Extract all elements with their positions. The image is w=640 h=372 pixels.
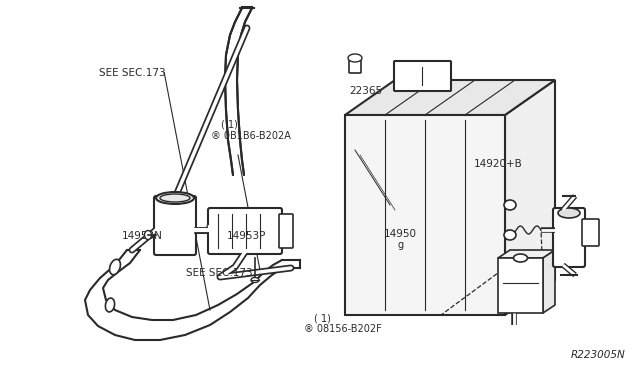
Ellipse shape xyxy=(145,231,152,240)
FancyBboxPatch shape xyxy=(208,208,282,254)
Polygon shape xyxy=(345,80,555,115)
Ellipse shape xyxy=(251,278,259,282)
FancyBboxPatch shape xyxy=(582,219,599,246)
FancyBboxPatch shape xyxy=(154,196,196,255)
Ellipse shape xyxy=(348,54,362,62)
Text: 14953P: 14953P xyxy=(227,231,267,241)
Text: 14920+B: 14920+B xyxy=(474,159,522,169)
Text: 14953N: 14953N xyxy=(122,231,163,241)
Ellipse shape xyxy=(513,254,527,262)
Ellipse shape xyxy=(558,208,580,218)
Text: ® 08156-B202F: ® 08156-B202F xyxy=(304,324,381,334)
FancyBboxPatch shape xyxy=(553,208,585,267)
Polygon shape xyxy=(505,80,555,315)
Text: ® 0B1B6-B202A: ® 0B1B6-B202A xyxy=(211,131,291,141)
Text: SEE SEC.173: SEE SEC.173 xyxy=(99,68,166,77)
FancyBboxPatch shape xyxy=(349,59,361,73)
Ellipse shape xyxy=(106,298,115,312)
Text: R223005N: R223005N xyxy=(570,350,625,360)
Polygon shape xyxy=(85,250,282,340)
Polygon shape xyxy=(543,250,555,313)
Ellipse shape xyxy=(109,259,120,275)
FancyBboxPatch shape xyxy=(279,214,293,248)
Ellipse shape xyxy=(156,192,194,204)
FancyBboxPatch shape xyxy=(394,61,451,91)
Ellipse shape xyxy=(504,200,516,210)
Polygon shape xyxy=(498,250,555,258)
Text: g: g xyxy=(398,240,404,250)
Text: ( 1): ( 1) xyxy=(221,120,237,129)
Polygon shape xyxy=(225,8,252,175)
Bar xyxy=(498,258,543,313)
Text: ( 1): ( 1) xyxy=(314,313,330,323)
Text: 14950: 14950 xyxy=(384,230,417,239)
Ellipse shape xyxy=(504,230,516,240)
Text: 22365: 22365 xyxy=(349,86,382,96)
Bar xyxy=(345,115,505,315)
Text: SEE SEC.173: SEE SEC.173 xyxy=(186,269,252,278)
